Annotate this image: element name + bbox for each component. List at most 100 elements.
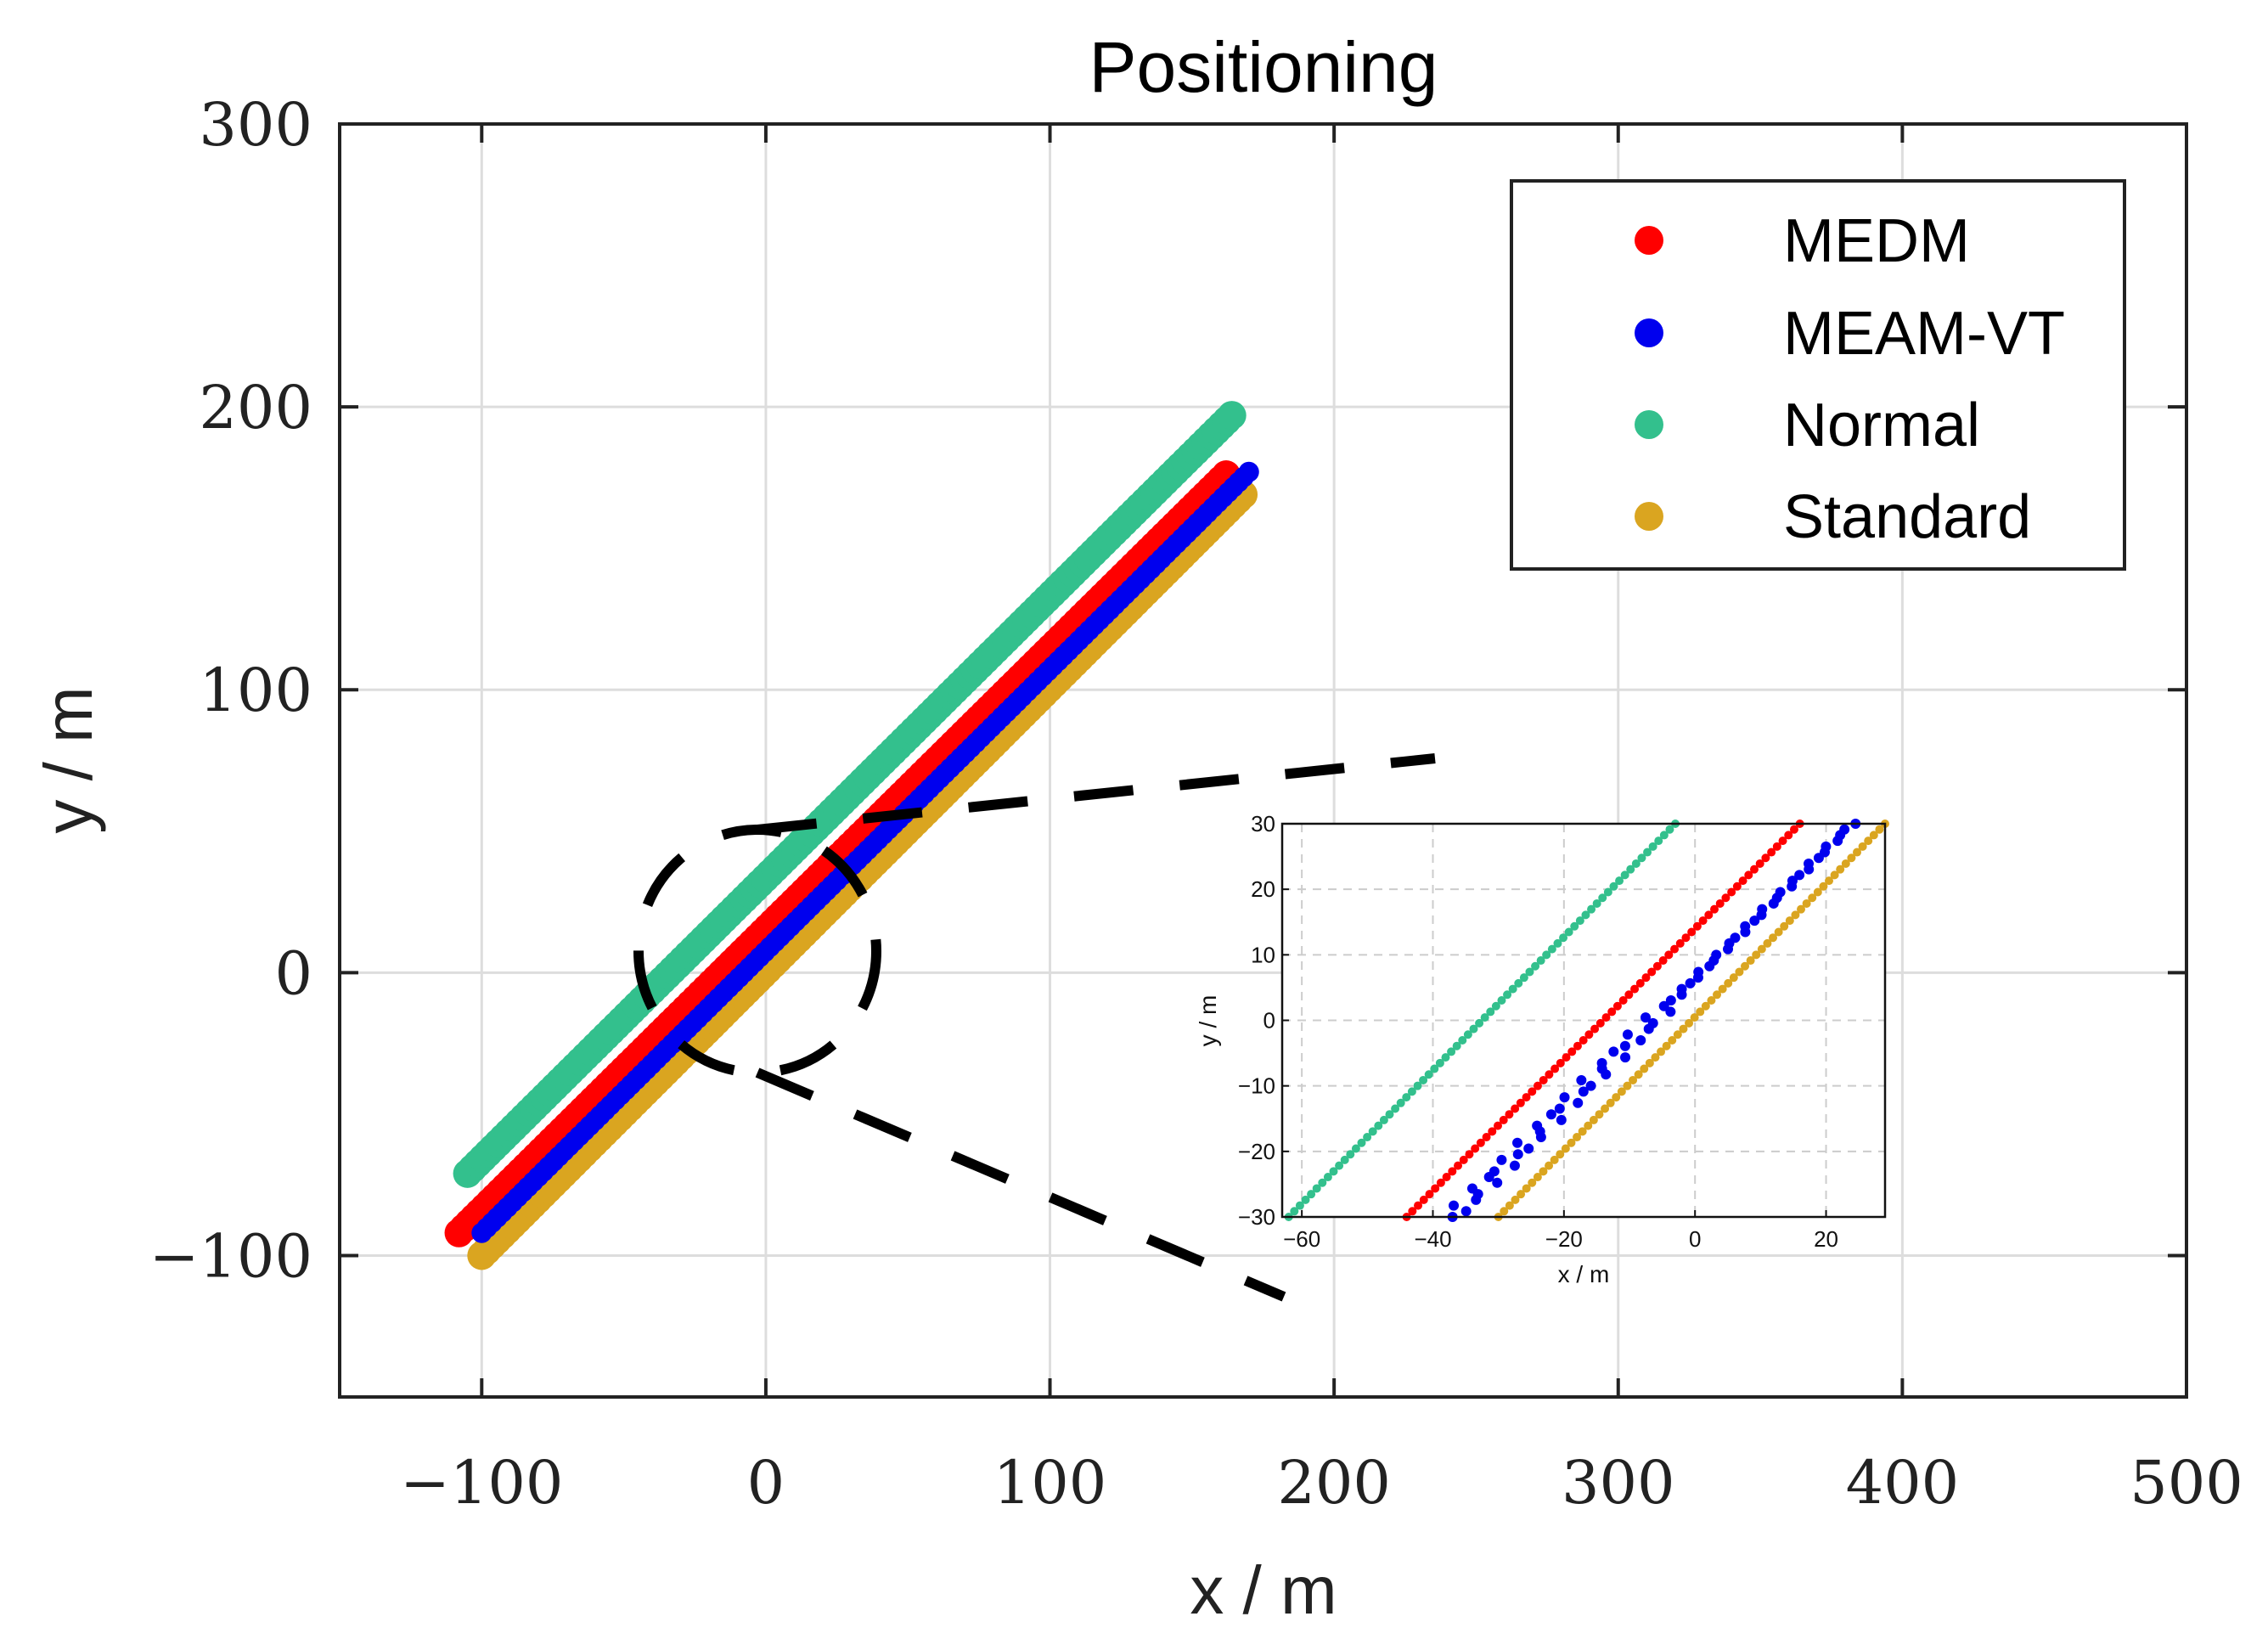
inset-data-point	[1505, 1201, 1514, 1210]
inset-data-point	[1448, 1167, 1457, 1176]
inset-data-point	[1713, 990, 1722, 1000]
inset-data-point	[1607, 1007, 1617, 1017]
inset-y-tick-label: −20	[1238, 1139, 1275, 1164]
inset-data-point	[1295, 1201, 1304, 1210]
inset-data-point	[1512, 1149, 1523, 1160]
inset-data-point	[1503, 990, 1512, 1000]
inset-data-point	[1436, 1178, 1445, 1187]
y-axis-label: y / m	[31, 686, 106, 833]
inset-data-point	[1528, 1087, 1537, 1096]
inset-data-point	[1578, 1127, 1587, 1136]
inset-data-point	[1500, 1207, 1509, 1216]
inset-data-point	[1761, 853, 1770, 863]
inset-data-point	[1821, 841, 1832, 852]
inset-x-tick-label: −60	[1283, 1226, 1320, 1252]
inset-data-point	[1629, 1075, 1638, 1084]
inset-data-point	[1402, 1093, 1411, 1102]
inset-data-point	[1631, 859, 1641, 868]
inset-data-point	[1690, 1013, 1699, 1022]
inset-data-point	[1561, 1144, 1570, 1153]
inset-data-point	[1619, 1040, 1630, 1051]
inset-data-point	[1460, 1206, 1472, 1217]
inset-data-point	[1673, 1030, 1682, 1039]
inset-data-point	[1556, 1058, 1565, 1067]
inset-data-point	[1839, 824, 1850, 835]
inset-data-point	[1454, 1161, 1463, 1170]
inset-data-point	[1718, 984, 1727, 994]
legend-label: Standard	[1783, 483, 2031, 551]
legend: MEDM MEAM-VT Normal Standard	[1510, 179, 2126, 571]
inset-data-point	[1525, 967, 1534, 977]
inset-series-normal	[1284, 820, 1680, 1221]
inset-data-point	[1715, 898, 1725, 908]
y-tick-label: 200	[199, 373, 312, 442]
inset-data-point	[1499, 1115, 1508, 1124]
inset-data-point	[1645, 1058, 1654, 1067]
inset-data-point	[1618, 996, 1628, 1005]
inset-data-point	[1608, 1046, 1619, 1057]
inset-data-point	[1659, 831, 1669, 840]
inset-y-axis-label: y / m	[1195, 995, 1221, 1047]
inset-data-point	[1595, 1110, 1604, 1119]
inset-data-point	[1681, 933, 1691, 943]
inset-series-standard	[1494, 820, 1889, 1221]
x-axis-label: x / m	[1190, 1552, 1337, 1628]
inset-data-point	[1346, 1150, 1355, 1159]
inset-data-point	[1396, 1098, 1405, 1107]
inset-data-point	[1575, 916, 1584, 926]
inset-data-point	[1514, 978, 1523, 988]
inset-data-point	[1679, 1024, 1688, 1034]
inset-data-point	[1710, 904, 1719, 914]
inset-data-point	[1802, 898, 1811, 908]
inset-data-point	[1368, 1127, 1377, 1136]
y-tick-label: 300	[199, 90, 312, 160]
inset-data-point	[1374, 1121, 1383, 1130]
inset-data-point	[1509, 1160, 1520, 1171]
inset-data-point	[1749, 915, 1760, 927]
inset-data-point	[1853, 848, 1862, 857]
inset-data-point	[1654, 836, 1663, 846]
inset-x-tick-label: −40	[1414, 1226, 1451, 1252]
series-normal	[453, 401, 1247, 1188]
inset-data-point	[1652, 961, 1662, 971]
inset-data-point	[1735, 967, 1744, 977]
inset-data-point	[1787, 876, 1798, 887]
legend-entry-medm: MEDM	[1635, 207, 1970, 275]
inset-data-point	[1512, 1137, 1523, 1148]
inset-data-point	[1647, 967, 1657, 977]
inset-data-point	[1351, 1144, 1360, 1153]
inset-data-point	[1522, 1184, 1531, 1193]
legend-marker	[1635, 410, 1663, 439]
x-tick-label: 300	[1562, 1448, 1675, 1518]
inset-data-point	[1797, 904, 1806, 914]
inset-data-point	[1475, 1018, 1484, 1028]
inset-data-point	[1698, 916, 1708, 926]
x-tick-label: 500	[2130, 1448, 2243, 1518]
inset-data-point	[1744, 870, 1753, 880]
inset-x-tick-label: 0	[1689, 1226, 1701, 1252]
inset-data-point	[1545, 1109, 1556, 1120]
inset-data-point	[1789, 825, 1798, 834]
inset-data-point	[1573, 1097, 1584, 1108]
inset-data-point	[1492, 1177, 1503, 1188]
y-tick-label: 100	[199, 656, 312, 725]
inset-data-point	[1590, 1024, 1600, 1034]
inset-data-point	[1601, 1104, 1610, 1113]
inset-data-point	[1620, 1052, 1631, 1063]
inset-x-axis-label: x / m	[1558, 1261, 1610, 1287]
inset-data-point	[1511, 1104, 1520, 1113]
inset-data-point	[1780, 921, 1789, 931]
inset-data-point	[1471, 1144, 1480, 1153]
inset-data-point	[1640, 1064, 1649, 1073]
inset-data-point	[1576, 1074, 1587, 1085]
inset-data-point	[1357, 1138, 1366, 1147]
inset-data-point	[1598, 893, 1607, 903]
inset-data-point	[1630, 984, 1640, 994]
inset-data-point	[1685, 977, 1696, 988]
inset-data-point	[1634, 1070, 1643, 1079]
inset-data-point	[1651, 1053, 1660, 1062]
inset-data-point	[1536, 956, 1545, 966]
inset-data-point	[1547, 944, 1556, 954]
data-point	[1238, 461, 1259, 482]
inset-data-point	[1732, 881, 1742, 891]
